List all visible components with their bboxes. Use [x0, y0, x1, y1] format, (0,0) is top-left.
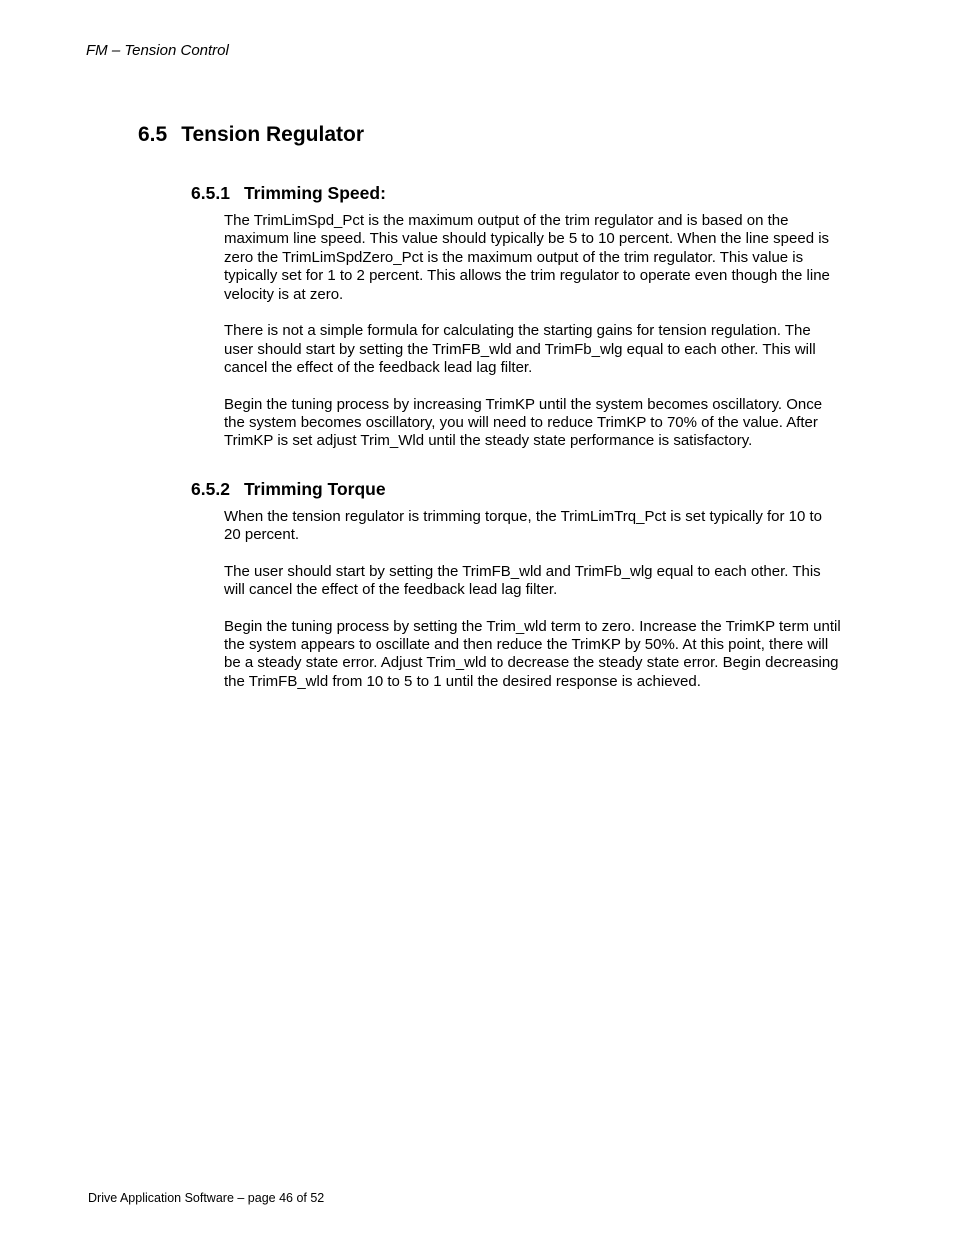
paragraph-2-3: Begin the tuning process by setting the …	[224, 618, 842, 692]
page-header: FM – Tension Control	[86, 42, 866, 59]
subsection-heading-1: 6.5.1 Trimming Speed:	[191, 183, 866, 204]
page-footer: Drive Application Software – page 46 of …	[88, 1191, 324, 1205]
subsection-title-2: Trimming Torque	[244, 479, 386, 499]
footer-text: Drive Application Software – page 46 of …	[88, 1191, 324, 1205]
section-heading: 6.5 Tension Regulator	[138, 123, 866, 147]
paragraph-1-3: Begin the tuning process by increasing T…	[224, 396, 842, 451]
subsection-number-2: 6.5.2	[191, 479, 230, 499]
paragraph-1-2: There is not a simple formula for calcul…	[224, 322, 842, 377]
paragraph-1-1: The TrimLimSpd_Pct is the maximum output…	[224, 212, 842, 304]
subsection-heading-2: 6.5.2 Trimming Torque	[191, 479, 866, 500]
paragraph-2-2: The user should start by setting the Tri…	[224, 563, 842, 600]
paragraph-2-1: When the tension regulator is trimming t…	[224, 508, 842, 545]
header-text: FM – Tension Control	[86, 42, 229, 59]
subsection-title-1: Trimming Speed:	[244, 183, 386, 203]
subsection-number-1: 6.5.1	[191, 183, 230, 203]
section-number: 6.5	[138, 123, 167, 146]
document-page: FM – Tension Control 6.5 Tension Regulato…	[0, 0, 954, 691]
section-title: Tension Regulator	[181, 123, 364, 146]
